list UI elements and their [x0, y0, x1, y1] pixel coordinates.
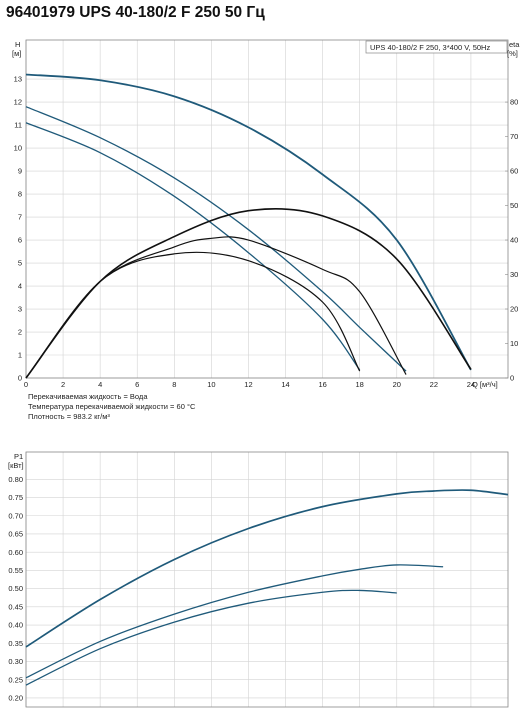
head-x-tick-label: 14	[281, 380, 289, 389]
head-y-tick-label: 1	[18, 351, 22, 360]
y-axis-label-power-unit: [кВт]	[8, 461, 24, 470]
head-curve-1	[25, 73, 472, 371]
power-curve-2	[25, 564, 444, 679]
head-y-tick-label: 11	[14, 121, 22, 130]
page-title: 96401979 UPS 40-180/2 F 250 50 Гц	[6, 4, 265, 21]
head-chart-ticks: 0 2 4 6 8 10 12 14 16 18 20 22 240123456789101112130…	[14, 75, 519, 389]
eta-y-tick-label: 30	[510, 270, 518, 279]
eta-y-tick-label: 40	[510, 236, 518, 245]
power-curve-1	[25, 489, 509, 648]
y2-axis-label-eta-unit: [%]	[507, 49, 518, 58]
power-y-tick-label: 0.80	[8, 475, 23, 484]
power-y-tick-label: 0.30	[8, 657, 23, 666]
power-y-tick-label: 0.25	[8, 675, 23, 684]
head-y-tick-label: 9	[18, 167, 22, 176]
eta-y-tick-label: 10	[510, 339, 518, 348]
head-x-tick-label: 24	[467, 380, 475, 389]
power-chart-ticks: 0.20 0.25 0.30 0.35 0.40 0.45 0.50 0.55 0.60 0.65…	[8, 475, 23, 703]
power-y-tick-label: 0.20	[8, 693, 23, 702]
power-curve-3	[25, 589, 397, 686]
head-x-tick-label: 22	[430, 380, 438, 389]
head-y-tick-label: 10	[14, 144, 22, 153]
head-y-tick-label: 2	[18, 328, 22, 337]
power-y-tick-label: 0.50	[8, 584, 23, 593]
y-axis-label-power-symbol: P1	[14, 452, 23, 461]
power-chart-series	[25, 489, 509, 686]
power-y-tick-label: 0.60	[8, 548, 23, 557]
power-y-tick-label: 0.75	[8, 493, 23, 502]
power-y-tick-label: 0.70	[8, 511, 23, 520]
head-y-tick-label: 7	[18, 213, 22, 222]
eta-y-tick-label: 80	[510, 98, 518, 107]
head-y-tick-label: 0	[18, 374, 22, 383]
head-y-tick-label: 4	[18, 282, 22, 291]
power-y-tick-label: 0.55	[8, 566, 23, 575]
power-chart-frame	[25, 451, 509, 708]
head-curve-2	[25, 106, 407, 372]
power-y-tick-label: 0.40	[8, 621, 23, 630]
head-x-tick-label: 0	[24, 380, 28, 389]
power-y-tick-label: 0.35	[8, 639, 23, 648]
y2-axis-label-eta-symbol: eta	[509, 40, 520, 49]
efficiency-curve-3	[25, 251, 361, 379]
fluid-info-line-1: Перекачиваемая жидкость = Вода	[28, 392, 148, 401]
head-x-tick-label: 18	[356, 380, 364, 389]
head-x-tick-label: 12	[244, 380, 252, 389]
eta-y-tick-label: 60	[510, 167, 518, 176]
head-y-tick-label: 3	[18, 305, 22, 314]
head-chart-series	[25, 73, 472, 379]
x-axis-label: Q [м³/ч]	[472, 380, 498, 389]
head-curve-3	[25, 122, 361, 371]
y-axis-label-head-unit: [м]	[12, 49, 21, 58]
eta-y-tick-label: 20	[510, 305, 518, 314]
head-chart-grid	[25, 40, 508, 379]
head-y-tick-label: 6	[18, 236, 22, 245]
head-chart-frame	[25, 39, 509, 379]
eta-y-tick-label: 50	[510, 201, 518, 210]
fluid-info-line-3: Плотность = 983.2 кг/м³	[28, 412, 110, 421]
efficiency-curve-2	[25, 236, 407, 379]
head-y-tick-label: 8	[18, 190, 22, 199]
power-y-tick-label: 0.65	[8, 530, 23, 539]
head-x-tick-label: 6	[135, 380, 139, 389]
fluid-info-line-2: Температура перекачиваемой жидкости = 60…	[28, 402, 196, 411]
y-axis-label-head-symbol: H	[15, 40, 20, 49]
head-x-tick-label: 2	[61, 380, 65, 389]
head-y-tick-label: 5	[18, 259, 22, 268]
power-y-tick-label: 0.45	[8, 602, 23, 611]
head-x-tick-label: 10	[207, 380, 215, 389]
head-x-tick-label: 16	[318, 380, 326, 389]
head-x-tick-label: 20	[393, 380, 401, 389]
legend-text: UPS 40-180/2 F 250, 3*400 V, 50Hz	[370, 43, 490, 52]
eta-y-tick-label: 0	[510, 374, 514, 383]
head-y-tick-label: 13	[14, 75, 22, 84]
head-x-tick-label: 4	[98, 380, 102, 389]
eta-y-tick-label: 70	[510, 132, 518, 141]
head-y-tick-label: 12	[14, 98, 22, 107]
head-x-tick-label: 8	[172, 380, 176, 389]
legend-box	[365, 40, 508, 54]
